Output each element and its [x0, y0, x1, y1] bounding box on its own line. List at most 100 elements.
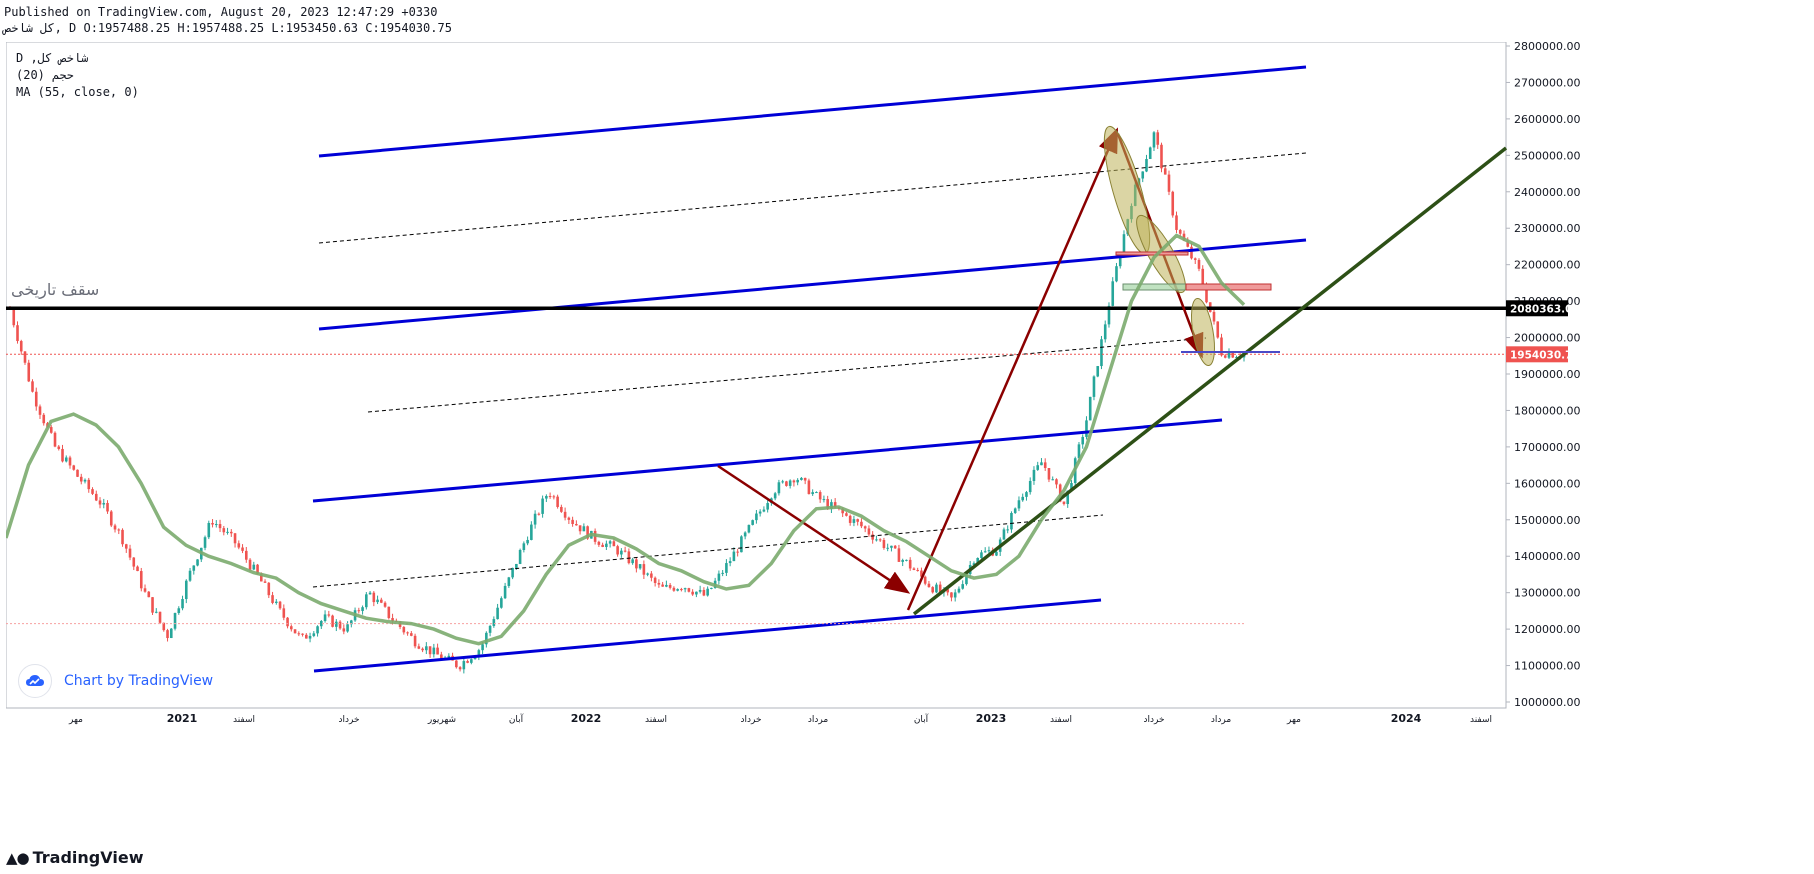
- candle-body: [1111, 281, 1115, 306]
- candle-body: [1040, 462, 1043, 466]
- candle-body: [79, 476, 83, 482]
- x-tick-label: اسفند: [645, 715, 667, 725]
- candle-body: [863, 526, 867, 529]
- candle-body: [1223, 355, 1227, 358]
- x-tick-label: مهر: [68, 715, 83, 725]
- candle-body: [575, 524, 578, 526]
- candle-body: [72, 465, 76, 470]
- candle-body: [1013, 508, 1017, 513]
- candle-body: [725, 563, 728, 573]
- candle-body: [627, 551, 631, 564]
- candle-body: [38, 406, 42, 415]
- candle-body: [76, 469, 79, 477]
- y-tick-label: 1800000.00: [1514, 404, 1580, 417]
- last-price-badge-label: 1954030.75: [1510, 349, 1580, 361]
- candle-body: [1186, 240, 1190, 247]
- y-tick-label: 1300000.00: [1514, 587, 1580, 600]
- candle-body: [376, 599, 379, 603]
- price-badges: 2080363.09 1954030.75: [1506, 300, 1580, 363]
- candle-body: [507, 577, 511, 586]
- candle-body: [537, 513, 541, 515]
- chart-by-label[interactable]: Chart by TradingView: [64, 673, 214, 689]
- candle-body: [218, 524, 222, 529]
- candle-body: [620, 550, 623, 555]
- candle-body: [1032, 469, 1036, 481]
- candle-body: [680, 589, 683, 591]
- legend: D ,شاخص کل (20) حجم MA (55, close, 0): [16, 50, 139, 101]
- x-tick-label: 2023: [976, 712, 1007, 725]
- candle-body: [421, 648, 424, 651]
- candle-body: [897, 548, 901, 562]
- level-badge: [1506, 300, 1568, 317]
- candle-body: [635, 559, 638, 569]
- candle-body: [19, 341, 23, 352]
- chart-area[interactable]: 2800000.00 2700000.00 2600000.00 2500000.00…: [6, 42, 1810, 840]
- candle-body: [1205, 286, 1208, 303]
- candle-body: [691, 591, 694, 595]
- candle-body: [743, 532, 747, 537]
- candle-body: [845, 513, 848, 516]
- candle-body: [1231, 352, 1235, 358]
- candle-body: [747, 524, 751, 533]
- candle-body: [788, 480, 792, 486]
- candle-body: [758, 511, 762, 514]
- candle-body: [653, 577, 657, 583]
- candle-body: [282, 608, 286, 618]
- candle-body: [841, 508, 844, 514]
- candle-body: [1141, 171, 1145, 179]
- candle-body: [1021, 496, 1025, 501]
- candle-body: [139, 571, 143, 589]
- candle-body: [256, 564, 259, 574]
- candle-body: [1002, 529, 1006, 540]
- candle-body: [42, 414, 46, 424]
- historical-high-label: سقف تاریخی: [11, 280, 100, 299]
- candle-body: [852, 519, 856, 523]
- candle-body: [916, 569, 919, 571]
- x-tick-label: شهریور: [427, 715, 456, 725]
- candle-body: [260, 573, 263, 582]
- candle-body: [383, 602, 387, 607]
- moving-average: [6, 233, 1246, 646]
- candle-body: [109, 511, 113, 526]
- chart-header: Published on TradingView.com, August 20,…: [4, 4, 452, 36]
- y-axis: 2800000.00 2700000.00 2600000.00 2500000.00…: [1506, 42, 1580, 709]
- candle-body: [68, 457, 72, 466]
- candle-body: [286, 617, 289, 627]
- candle-body: [432, 647, 436, 655]
- candle-body: [181, 599, 184, 609]
- x-tick-label: خرداد: [1143, 715, 1164, 725]
- candle-body: [1010, 512, 1013, 530]
- candle-body: [102, 502, 106, 505]
- tradingview-footer[interactable]: ▲● TradingView: [6, 848, 143, 867]
- candle-body: [301, 633, 304, 635]
- candle-body: [717, 573, 721, 581]
- candle-body: [413, 635, 417, 647]
- candle-body: [500, 598, 503, 608]
- candle-body: [1100, 339, 1103, 367]
- candle-body: [571, 519, 574, 525]
- candle-body: [818, 492, 822, 500]
- candle-body: [27, 362, 31, 382]
- candle-body: [1043, 462, 1047, 469]
- y-tick-label: 2400000.00: [1514, 186, 1580, 199]
- candle-body: [650, 573, 653, 578]
- candle-body: [548, 496, 552, 498]
- last-price-badge: [1506, 346, 1568, 363]
- candle-body: [1163, 168, 1167, 175]
- candle-body: [357, 610, 361, 612]
- candle-body: [406, 632, 409, 634]
- candle-body: [1193, 258, 1197, 260]
- candle-body: [98, 500, 102, 505]
- candle-body: [893, 545, 897, 549]
- chart-by-tradingview[interactable]: Chart by TradingView: [18, 664, 213, 698]
- candle-body: [552, 496, 556, 498]
- price-chart[interactable]: 2800000.00 2700000.00 2600000.00 2500000.00…: [6, 42, 1810, 840]
- candle-body: [871, 534, 874, 540]
- y-tick-label: 2500000.00: [1514, 149, 1580, 162]
- candle-body: [766, 503, 769, 510]
- candle-body: [807, 480, 811, 495]
- candle-body: [912, 568, 916, 570]
- candle-body: [875, 539, 878, 541]
- legend-ma: MA (55, close, 0): [16, 85, 139, 99]
- candle-body: [736, 551, 739, 553]
